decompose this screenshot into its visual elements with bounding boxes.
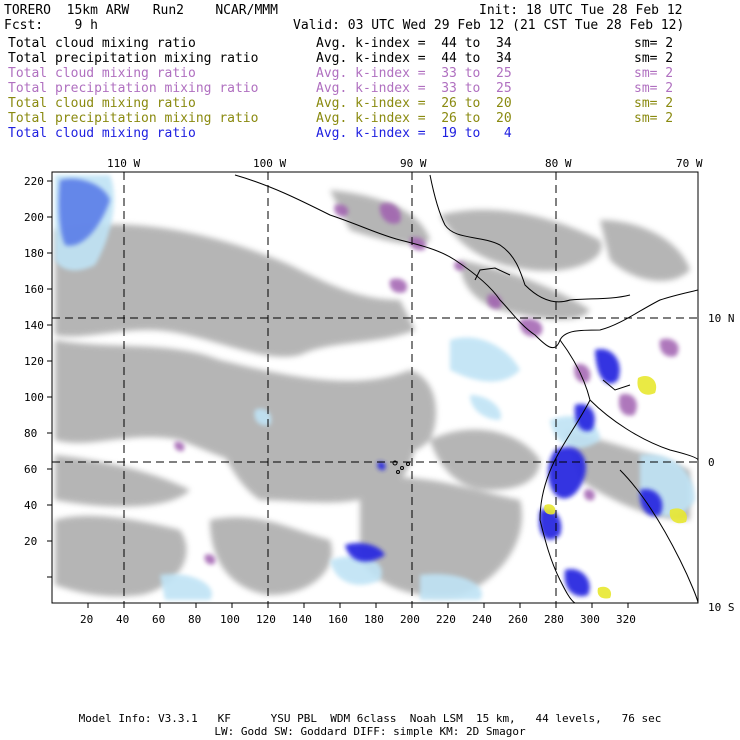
x-tick-label: 20 xyxy=(80,613,94,626)
y-tick-label: 80 xyxy=(24,427,38,440)
latitude-label: 10 N xyxy=(708,312,735,325)
model-title: TORERO 15km ARW Run2 NCAR/MMM xyxy=(4,3,278,18)
legend-smoothing: sm= 2 xyxy=(634,81,674,96)
longitude-label: 90 W xyxy=(400,157,427,170)
longitude-label: 70 W xyxy=(676,157,703,170)
x-tick-label: 260 xyxy=(508,613,528,626)
y-tick-label: 160 xyxy=(24,283,44,296)
legend-kindex: Avg. k-index = 26 to 20 xyxy=(316,111,512,126)
y-tick-label: 20 xyxy=(24,535,38,548)
longitude-label: 110 W xyxy=(107,157,141,170)
x-tick-label: 60 xyxy=(152,613,166,626)
longitude-label: 100 W xyxy=(253,157,287,170)
longitude-label: 80 W xyxy=(545,157,572,170)
x-tick-label: 140 xyxy=(292,613,312,626)
y-tick-label: 220 xyxy=(24,175,44,188)
x-tick-label: 320 xyxy=(616,613,636,626)
legend-kindex: Avg. k-index = 33 to 25 xyxy=(316,81,512,96)
x-tick-label: 240 xyxy=(472,613,492,626)
init-time: Init: 18 UTC Tue 28 Feb 12 xyxy=(479,3,683,18)
legend-kindex: Avg. k-index = 44 to 34 xyxy=(316,36,512,51)
x-tick-label: 200 xyxy=(400,613,420,626)
y-tick-label: 40 xyxy=(24,499,38,512)
legend-smoothing: sm= 2 xyxy=(634,51,674,66)
legend-label: Total precipitation mixing ratio xyxy=(8,81,259,96)
x-tick-label: 280 xyxy=(544,613,564,626)
x-tick-label: 220 xyxy=(436,613,456,626)
valid-time: Valid: 03 UTC Wed 29 Feb 12 (21 CST Tue … xyxy=(293,18,685,33)
legend-label: Total cloud mixing ratio xyxy=(8,36,196,51)
legend-label: Total cloud mixing ratio xyxy=(8,126,196,141)
x-tick-label: 300 xyxy=(580,613,600,626)
x-tick-label: 80 xyxy=(188,613,202,626)
legend-label: Total precipitation mixing ratio xyxy=(8,111,259,126)
y-tick-label: 60 xyxy=(24,463,38,476)
latitude-label: 10 S xyxy=(708,601,735,614)
forecast-hour: Fcst: 9 h xyxy=(4,18,98,33)
plot-frame xyxy=(51,171,699,604)
x-tick-label: 180 xyxy=(364,613,384,626)
legend-kindex: Avg. k-index = 26 to 20 xyxy=(316,96,512,111)
y-tick-label: 180 xyxy=(24,247,44,260)
legend-kindex: Avg. k-index = 44 to 34 xyxy=(316,51,512,66)
legend-kindex: Avg. k-index = 19 to 4 xyxy=(316,126,512,141)
legend-label: Total cloud mixing ratio xyxy=(8,96,196,111)
y-tick-label: 140 xyxy=(24,319,44,332)
y-tick-label: 120 xyxy=(24,355,44,368)
legend-smoothing: sm= 2 xyxy=(634,66,674,81)
legend-smoothing: sm= 2 xyxy=(634,111,674,126)
y-tick-label: 100 xyxy=(24,391,44,404)
x-tick-label: 120 xyxy=(256,613,276,626)
latitude-label: 0 xyxy=(708,456,715,469)
physics-info: LW: Godd SW: Goddard DIFF: simple KM: 2D… xyxy=(214,725,526,738)
y-tick-label: 200 xyxy=(24,211,44,224)
x-tick-label: 100 xyxy=(220,613,240,626)
model-info: Model Info: V3.3.1 KF YSU PBL WDM 6class… xyxy=(78,712,662,725)
x-tick-label: 160 xyxy=(328,613,348,626)
x-tick-label: 40 xyxy=(116,613,130,626)
axis-ticks xyxy=(47,180,629,608)
lat-lon-grid xyxy=(52,172,698,603)
legend-smoothing: sm= 2 xyxy=(634,96,674,111)
legend-smoothing: sm= 2 xyxy=(634,36,674,51)
legend-label: Total cloud mixing ratio xyxy=(8,66,196,81)
legend-label: Total precipitation mixing ratio xyxy=(8,51,259,66)
cloud-field xyxy=(55,175,695,600)
legend-kindex: Avg. k-index = 33 to 25 xyxy=(316,66,512,81)
